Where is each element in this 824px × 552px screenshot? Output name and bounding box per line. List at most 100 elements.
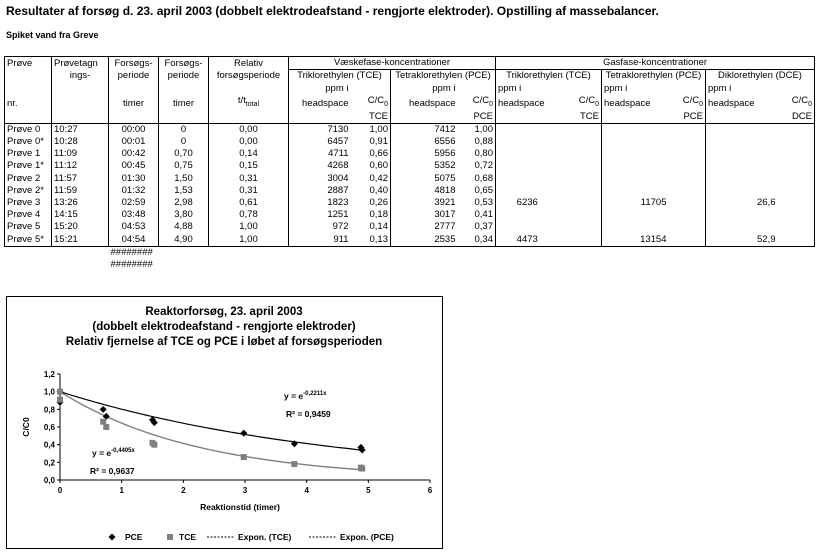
cell-pce-cc: 0,34 xyxy=(457,233,496,247)
table-row: Prøve 1* 11:12 00:45 0,75 0,15 4268 0,60 5352 0,… xyxy=(4,160,815,173)
cell-pce-ppm: 2777 xyxy=(390,221,458,234)
cc-label: C/C0 xyxy=(682,94,703,108)
header-rel: Relativ xyxy=(208,55,289,70)
table-row: Prøve 5* 15:21 04:54 4,90 1,00 911 0,13 2535 0,3… xyxy=(4,233,815,247)
cell-period: 03:48 xyxy=(108,208,159,222)
header-nr: nr. xyxy=(4,94,52,111)
cell-rel: 0,31 xyxy=(208,184,289,197)
cell-dce-gas xyxy=(705,123,778,136)
tce-point xyxy=(103,424,110,430)
legend-pce-label: PCE xyxy=(125,532,143,542)
cc-label: C/C0 xyxy=(367,94,388,108)
trendline-equation: y = e-0,4405x xyxy=(92,448,136,458)
cell-pce-ppm: 4818 xyxy=(390,184,458,197)
cell-tce-ppm: 4268 xyxy=(288,160,351,173)
cell-tce-cc: 0,40 xyxy=(369,184,389,196)
trendline-expon-pce- xyxy=(59,391,363,451)
header-pce-gas: Tetraklorethylen (PCE) xyxy=(601,69,706,83)
headspace-label: headspace xyxy=(390,94,458,111)
cell-pce-cc: 0,37 xyxy=(474,221,494,233)
cell-dce-gas: 52,9 xyxy=(705,233,778,247)
table-row: Prøve 3 13:26 02:59 2,98 0,61 1823 0,26 3921 0,5… xyxy=(4,196,815,209)
cell-pce-ppm: 5352 xyxy=(390,160,458,173)
headspace-label: headspace xyxy=(288,94,351,111)
cell-pce-gas xyxy=(601,123,669,136)
r-squared-label: R² = 0,9637 xyxy=(90,466,135,476)
cell-hours: 2,98 xyxy=(158,196,209,209)
page-subtitle: Spiket vand fra Greve xyxy=(6,30,99,40)
cell-time: 11:59 xyxy=(51,184,109,197)
cell-pce-ppm: 5075 xyxy=(390,172,458,185)
cell-tce-gas: 4473 xyxy=(495,233,559,247)
header-row-5: TCE PCE TCE PCE DCE xyxy=(4,110,815,124)
cell-period: 01:32 xyxy=(108,184,159,197)
y-tick-label: 0,8 xyxy=(44,405,56,414)
tce-point xyxy=(291,461,298,468)
cell-pce-gas xyxy=(601,172,669,185)
cell-hours: 3,80 xyxy=(158,208,209,222)
cell-time: 11:09 xyxy=(51,148,109,161)
equation-base: y = e xyxy=(92,448,111,458)
cell-hours: 1,53 xyxy=(158,184,209,197)
cell-period: 01:30 xyxy=(108,172,159,185)
header-sample-time-2: ings- xyxy=(51,69,109,83)
cell-pce-ppm: 3921 xyxy=(390,196,458,209)
cell-time: 15:20 xyxy=(51,221,109,234)
cell-pce-cc: 1,00 xyxy=(474,123,494,135)
tce-point xyxy=(359,465,366,472)
cell-hours: 0 xyxy=(158,123,209,136)
cell-pce-cc: 0,41 xyxy=(474,209,494,221)
cell-probe: Prøve 2* xyxy=(4,184,52,197)
table-row: Prøve 4 14:15 03:48 3,80 0,78 1251 0,18 3017 0,4… xyxy=(4,208,815,222)
header-tce-gas: Triklorethylen (TCE) xyxy=(495,69,602,83)
header-timer: timer xyxy=(108,94,159,111)
legend-tce-label: TCE xyxy=(179,532,196,542)
cell-tce-gas xyxy=(495,123,559,136)
tce-point xyxy=(57,388,63,395)
cell-pce-gas xyxy=(601,184,669,197)
x-tick-label: 6 xyxy=(428,486,433,495)
cell-tce-cc: 0,60 xyxy=(369,160,389,172)
cell-rel: 1,00 xyxy=(208,221,289,234)
header-row-4: nr. timer timer t/ttotal headspace C/C0 … xyxy=(4,94,815,111)
cell-pce-ppm: 3017 xyxy=(390,208,458,222)
headspace-label: headspace xyxy=(705,94,778,111)
cell-tce-cc: 0,42 xyxy=(369,172,389,184)
header-timer: timer xyxy=(158,94,209,111)
tce-point xyxy=(240,454,247,461)
cell-tce-ppm: 7130 xyxy=(288,123,351,136)
cell-period: 04:53 xyxy=(108,221,159,234)
cell-probe: Prøve 1 xyxy=(4,148,52,161)
y-tick-label: 0,0 xyxy=(44,476,56,485)
cell-pce-gas xyxy=(601,221,669,234)
y-tick-label: 0,4 xyxy=(44,441,56,450)
x-axis-label: Reaktionstid (timer) xyxy=(200,502,280,512)
cell-period: 00:01 xyxy=(108,135,159,149)
cell-hours: 0 xyxy=(158,135,209,149)
cell-probe: Prøve 0* xyxy=(4,135,52,149)
cell-period: 00:45 xyxy=(108,160,159,173)
cell-hours: 0,70 xyxy=(158,148,209,161)
cell-tce-gas xyxy=(495,208,559,222)
cell-tce-cc: 0,66 xyxy=(369,148,389,160)
chart-container: Reaktorforsøg, 23. april 2003 (dobbelt el… xyxy=(6,296,443,549)
cell-rel: 0,15 xyxy=(208,160,289,173)
cell-tce-gas xyxy=(495,221,559,234)
cell-time: 15:21 xyxy=(51,233,109,247)
cell-probe: Prøve 0 xyxy=(4,123,52,136)
headspace-label: headspace xyxy=(601,94,669,111)
chart-title-line: Reaktorforsøg, 23. april 2003 xyxy=(145,306,302,318)
cell-probe: Prøve 5* xyxy=(4,233,52,247)
cell-pce-cc: 0,88 xyxy=(474,136,494,148)
cell-period: 04:54 xyxy=(108,233,159,247)
cell-hours: 4,88 xyxy=(158,221,209,234)
cell-tce-cc: 0,14 xyxy=(369,221,389,233)
trendline-expon-tce- xyxy=(59,391,363,471)
header-period2: Forsøgs- xyxy=(158,55,209,70)
overflow-row: ######## xyxy=(5,246,815,259)
cell-tce-ppm: 972 xyxy=(288,221,351,234)
cc-label: C/C0 xyxy=(472,94,493,108)
cell-time: 13:26 xyxy=(51,196,109,209)
overflow-cell: ######## xyxy=(110,246,153,258)
